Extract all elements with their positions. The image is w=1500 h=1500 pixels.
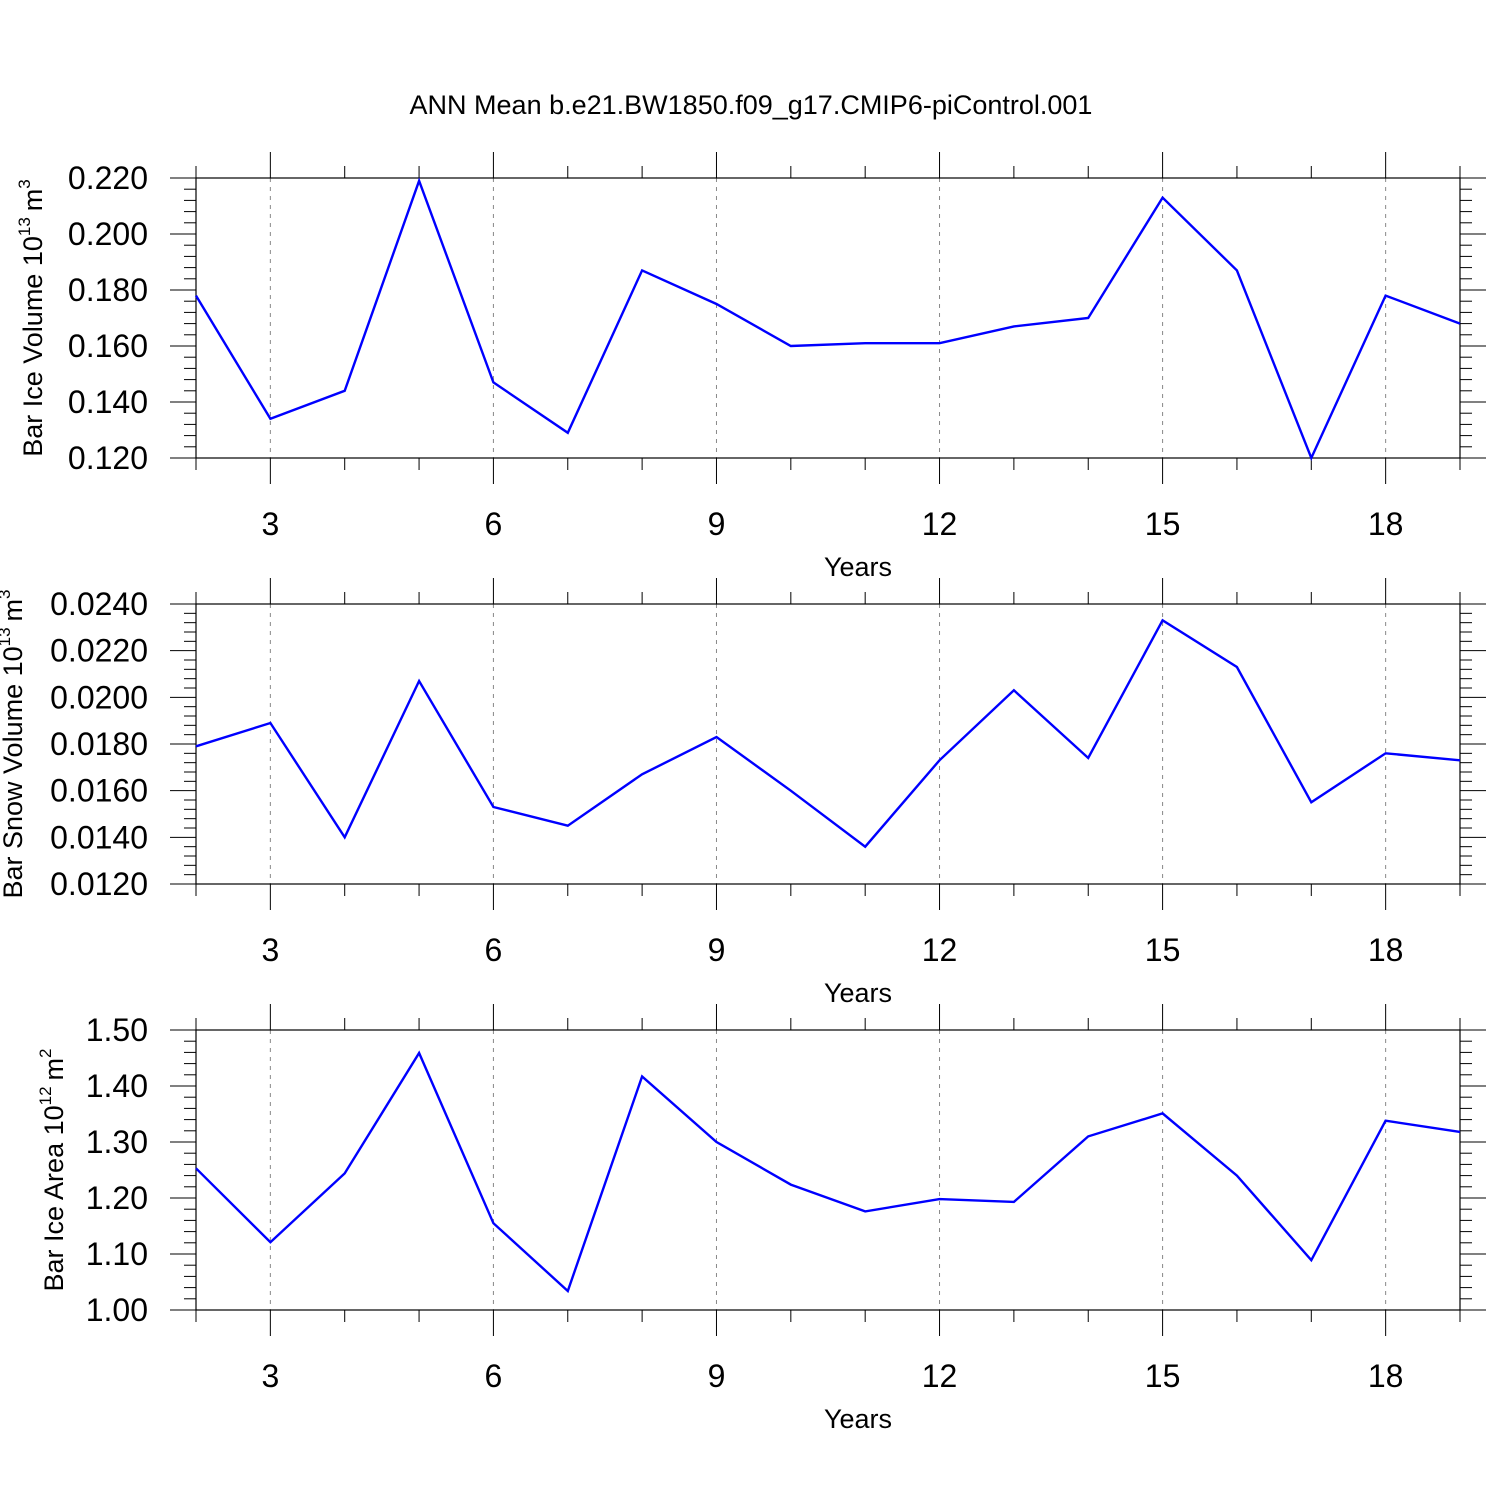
y-tick-label: 1.10 bbox=[86, 1236, 148, 1272]
y-tick-label: 0.0160 bbox=[50, 773, 148, 809]
y-tick-label: 0.0220 bbox=[50, 633, 148, 669]
x-tick-label: 12 bbox=[922, 506, 958, 542]
x-tick-label: 9 bbox=[708, 1358, 726, 1394]
x-tick-label: 15 bbox=[1145, 1358, 1181, 1394]
y-axis-label-unit: m bbox=[18, 189, 48, 212]
series-line bbox=[195, 618, 1461, 849]
y-tick-label: 0.0200 bbox=[50, 679, 148, 715]
x-tick-label: 9 bbox=[708, 506, 726, 542]
x-axis-label: Years bbox=[824, 1404, 892, 1434]
x-axis-label: Years bbox=[824, 552, 892, 582]
y-axis-label-unit-exponent: 2 bbox=[36, 1048, 55, 1057]
y-tick-label: 0.0120 bbox=[50, 866, 148, 902]
y-axis-label: Bar Ice Area 1012 m2 bbox=[36, 1048, 69, 1291]
y-tick-label: 1.30 bbox=[86, 1124, 148, 1160]
y-tick-label: 0.0240 bbox=[50, 586, 148, 622]
y-tick-label: 0.220 bbox=[68, 160, 148, 196]
y-axis-label-unit: m bbox=[0, 599, 28, 622]
y-axis-label-exponent: 13 bbox=[15, 217, 34, 236]
x-tick-label: 6 bbox=[485, 506, 503, 542]
y-tick-label: 1.50 bbox=[86, 1012, 148, 1048]
series-line bbox=[194, 177, 1461, 462]
y-tick-label: 1.40 bbox=[86, 1068, 148, 1104]
panel-2: 0.0120 0.0140 0.0160 0.0180 0.0200 0.0220 0.02… bbox=[0, 578, 1486, 1008]
x-tick-label: 18 bbox=[1368, 506, 1404, 542]
y-tick-label: 0.140 bbox=[68, 384, 148, 420]
y-tick-label: 1.20 bbox=[86, 1180, 148, 1216]
x-tick-label: 6 bbox=[485, 1358, 503, 1394]
y-axis-label-exponent: 13 bbox=[0, 627, 14, 646]
y-tick-label: 0.200 bbox=[68, 216, 148, 252]
y-axis-label-text: Bar Snow Volume 10 bbox=[0, 646, 28, 898]
y-axis-label-text: Bar Ice Volume 10 bbox=[18, 236, 48, 457]
x-tick-label: 18 bbox=[1368, 1358, 1404, 1394]
x-tick-label: 15 bbox=[1145, 932, 1181, 968]
plot-frame bbox=[195, 603, 1461, 885]
x-axis-label: Years bbox=[824, 978, 892, 1008]
y-tick-label: 0.180 bbox=[68, 272, 148, 308]
x-tick-label: 9 bbox=[708, 932, 726, 968]
y-tick-label: 1.00 bbox=[86, 1292, 148, 1328]
y-axis-label-exponent: 12 bbox=[36, 1086, 55, 1105]
x-tick-label: 3 bbox=[261, 506, 279, 542]
plot-frame bbox=[195, 177, 1461, 459]
x-tick-label: 12 bbox=[922, 1358, 958, 1394]
plot-frame bbox=[195, 1029, 1461, 1311]
x-tick-label: 3 bbox=[261, 1358, 279, 1394]
y-tick-label: 0.0180 bbox=[50, 726, 148, 762]
y-axis-label-text: Bar Ice Area 10 bbox=[39, 1105, 69, 1291]
y-tick-label: 0.0140 bbox=[50, 819, 148, 855]
y-axis-label-unit-exponent: 3 bbox=[15, 179, 34, 188]
y-axis-label: Bar Ice Volume 1013 m3 bbox=[15, 179, 48, 457]
y-axis-label-unit: m bbox=[39, 1058, 69, 1081]
panels: 0.120 0.140 0.160 0.180 0.200 0.220 3 6 9 12 15 18 Y… bbox=[0, 152, 1486, 1434]
main-title: ANN Mean b.e21.BW1850.f09_g17.CMIP6-piCo… bbox=[410, 90, 1093, 120]
panel-3: 1.00 1.10 1.20 1.30 1.40 1.50 3 6 9 12 15 18 Years Ba… bbox=[36, 1004, 1486, 1434]
y-tick-label: 0.160 bbox=[68, 328, 148, 364]
x-tick-label: 12 bbox=[922, 932, 958, 968]
panel-1: 0.120 0.140 0.160 0.180 0.200 0.220 3 6 9 12 15 18 Y… bbox=[15, 152, 1486, 582]
series-line bbox=[195, 1050, 1461, 1294]
y-axis-label-unit-exponent: 3 bbox=[0, 589, 14, 598]
x-tick-label: 6 bbox=[485, 932, 503, 968]
x-tick-label: 18 bbox=[1368, 932, 1404, 968]
x-tick-label: 15 bbox=[1145, 506, 1181, 542]
x-tick-label: 3 bbox=[261, 932, 279, 968]
y-tick-label: 0.120 bbox=[68, 440, 148, 476]
y-axis-label: Bar Snow Volume 1013 m3 bbox=[0, 589, 28, 898]
